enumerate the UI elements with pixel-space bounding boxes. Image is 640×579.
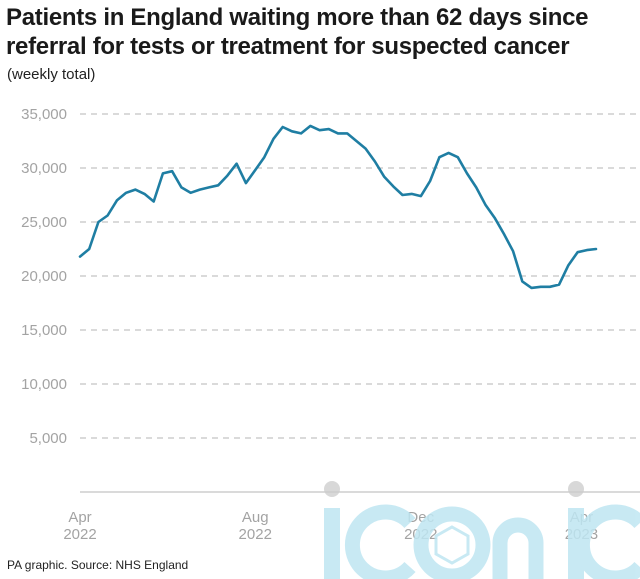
x-tick-month: Apr <box>68 509 91 526</box>
gridlines <box>80 113 640 439</box>
y-tick-label: 20,000 <box>21 268 67 285</box>
y-tick-label: 10,000 <box>21 376 67 393</box>
y-axis-ticks: 5,000 10,000 15,000 20,000 25,000 30,000 35,00… <box>21 106 67 447</box>
x-tick-year: 2022 <box>239 526 272 543</box>
y-tick-label: 30,000 <box>21 160 67 177</box>
y-tick-label: 35,000 <box>21 106 67 123</box>
chart-title: Patients in England waiting more than 62… <box>6 4 589 60</box>
series-line <box>78 124 598 290</box>
y-tick-label: 15,000 <box>21 322 67 339</box>
x-tick-month: Aug <box>242 509 269 526</box>
y-axis-unit-label: (weekly total) <box>7 66 96 83</box>
x-tick-year: 2022 <box>63 526 96 543</box>
y-tick-label: 5,000 <box>29 430 67 447</box>
source-note: PA graphic. Source: NHS England <box>7 558 189 572</box>
y-tick-label: 25,000 <box>21 214 67 231</box>
